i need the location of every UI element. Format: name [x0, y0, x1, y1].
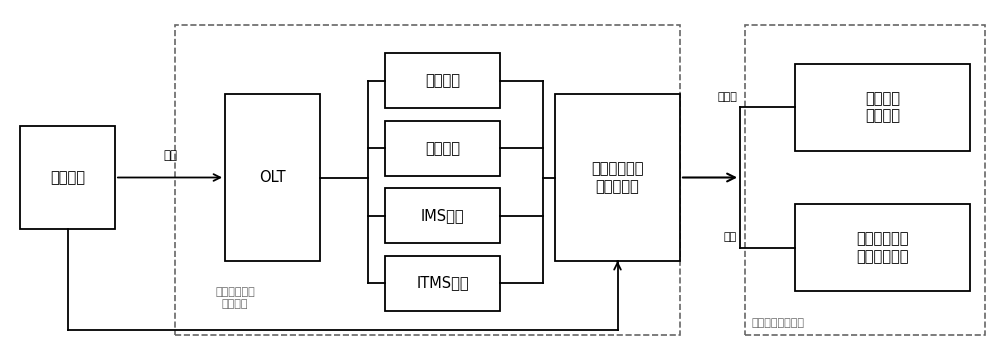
Bar: [795, 64, 970, 151]
Bar: [20, 126, 115, 229]
Text: 其他系统: 其他系统: [425, 73, 460, 88]
Bar: [795, 204, 970, 291]
Text: 过保: 过保: [724, 232, 737, 242]
Text: 回收网关: 回收网关: [50, 170, 85, 185]
Bar: [385, 53, 500, 108]
Bar: [385, 256, 500, 311]
Text: 未过保: 未过保: [717, 92, 737, 102]
Text: OLT: OLT: [259, 170, 286, 185]
Text: 基于现网环境
检测方式: 基于现网环境 检测方式: [215, 287, 255, 309]
Text: 寄送网关
厂家返修: 寄送网关 厂家返修: [865, 91, 900, 124]
Bar: [385, 188, 500, 243]
Text: IMS平台: IMS平台: [421, 208, 464, 223]
Text: 厂家送修检测方式: 厂家送修检测方式: [752, 318, 805, 328]
Text: 寄送网关维修
服务厂商返修: 寄送网关维修 服务厂商返修: [856, 231, 909, 264]
Bar: [175, 25, 680, 335]
Bar: [385, 121, 500, 176]
Text: 检测处理后的
不可用网关: 检测处理后的 不可用网关: [591, 161, 644, 194]
Text: 光纤: 光纤: [163, 148, 177, 162]
Bar: [745, 25, 985, 335]
Text: ITMS平台: ITMS平台: [416, 275, 469, 291]
Text: 宽带系统: 宽带系统: [425, 141, 460, 156]
Bar: [555, 94, 680, 261]
Bar: [225, 94, 320, 261]
